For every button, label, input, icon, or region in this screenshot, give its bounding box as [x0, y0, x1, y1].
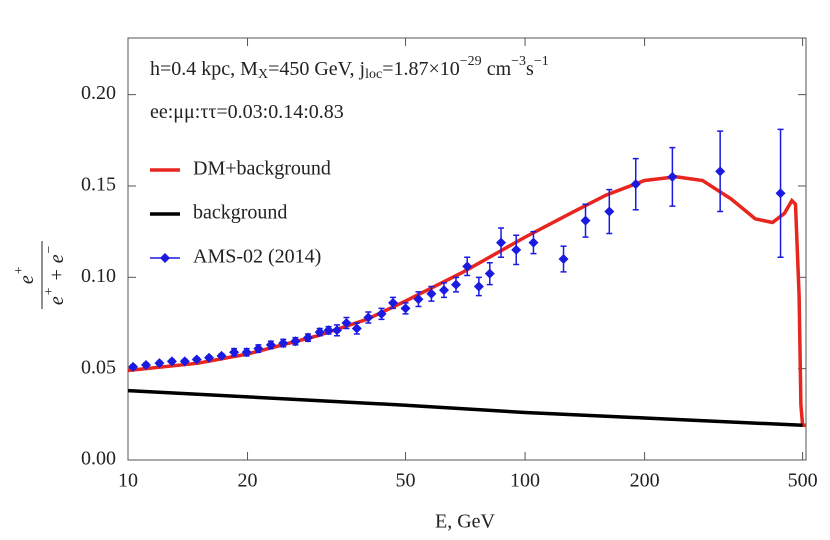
data-point: [667, 171, 678, 182]
data-point: [341, 317, 352, 328]
plot-frame: [127, 37, 807, 461]
data-point: [314, 327, 325, 338]
data-point: [528, 237, 539, 248]
data-point: [216, 350, 227, 361]
data-point: [140, 360, 151, 371]
data-point: [351, 323, 362, 334]
data-point: [290, 336, 301, 347]
data-point: [413, 294, 424, 305]
data-point: [302, 332, 313, 343]
data-point: [630, 179, 641, 190]
y-label-denominator: e+ + e−: [42, 245, 67, 305]
y-tick-label: 0.10: [81, 265, 116, 287]
legend-label: AMS-02 (2014): [193, 246, 321, 268]
legend-label: DM+background: [193, 158, 331, 180]
data-point: [265, 339, 276, 350]
data-point: [604, 206, 615, 217]
data-point: [376, 308, 387, 319]
data-point: [331, 325, 342, 336]
data-point: [400, 303, 411, 314]
data-point: [439, 285, 450, 296]
y-tick-label: 0.05: [81, 356, 116, 378]
x-tick-label: 50: [396, 470, 416, 492]
y-tick-label: 0.00: [81, 448, 116, 470]
data-point: [154, 358, 165, 369]
x-tick-label: 10: [118, 470, 138, 492]
data-point: [323, 325, 334, 336]
annotation: ee:μμ:ττ=0.03:0.14:0.83: [150, 101, 344, 123]
data-point: [204, 352, 215, 363]
data-point: [484, 268, 495, 279]
data-point: [388, 297, 399, 308]
data-point: [473, 281, 484, 292]
data-point: [191, 354, 202, 365]
data-point: [278, 338, 289, 349]
x-tick-label: 500: [788, 470, 818, 492]
y-tick-label: 0.15: [81, 174, 116, 196]
y-axis-label: e+ e+ + e−: [12, 241, 68, 309]
data-point: [363, 312, 374, 323]
data-point: [253, 343, 264, 354]
data-point: [775, 188, 786, 199]
data-point: [241, 347, 252, 358]
data-point: [462, 261, 473, 272]
data-point: [496, 237, 507, 248]
legend-marker: [160, 253, 170, 263]
data-point: [166, 356, 177, 367]
y-tick-label: 0.20: [81, 82, 116, 104]
x-axis-label: E, GeV: [435, 511, 496, 533]
data-point: [229, 347, 240, 358]
x-tick-label: 20: [238, 470, 258, 492]
annotation: h=0.4 kpc, MX=450 GeV, jloc=1.87×10−29 c…: [150, 54, 549, 82]
x-tick-label: 200: [630, 470, 660, 492]
data-point: [426, 288, 437, 299]
data-point: [450, 279, 461, 290]
legend-label: background: [193, 202, 287, 224]
data-point: [580, 215, 591, 226]
line: [128, 388, 803, 428]
x-tick-label: 100: [510, 470, 540, 492]
data-point: [558, 254, 569, 265]
y-label-numerator: e+: [12, 266, 37, 284]
data-point: [179, 356, 190, 367]
data-point: [511, 244, 522, 255]
data-point: [128, 361, 139, 372]
data-point: [715, 166, 726, 177]
